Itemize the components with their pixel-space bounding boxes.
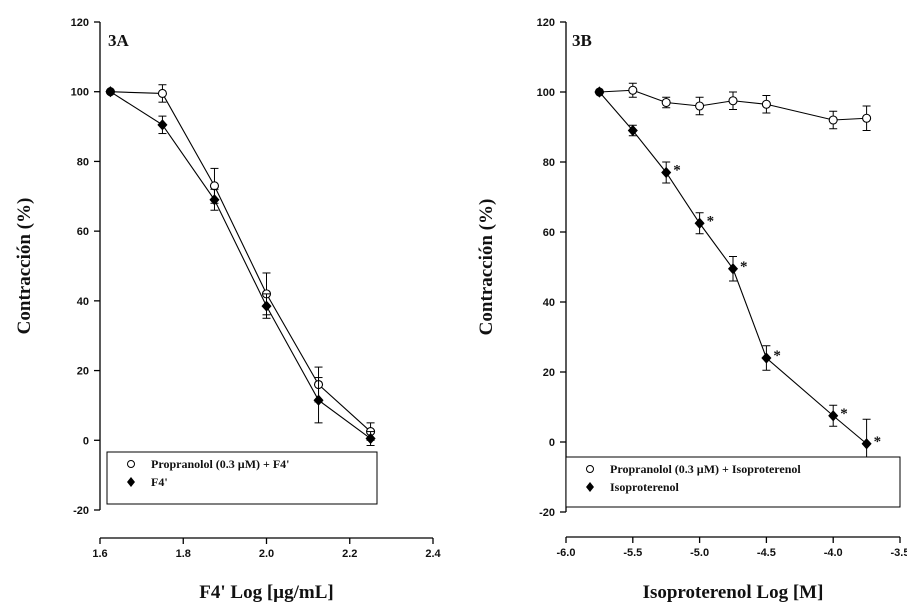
chart-panel-3b: -20 0 20 40 60 80 100 120 -6.0 -5.5 -5.0 -4.5 -4.0 -3… xyxy=(476,17,907,603)
data-point xyxy=(594,86,605,98)
significance-star: * xyxy=(707,213,715,229)
open-circle-series xyxy=(105,84,376,441)
x-tick-label: 1.8 xyxy=(176,548,191,560)
data-point xyxy=(728,96,738,106)
y-tick-label: 120 xyxy=(71,17,89,29)
legend-marker xyxy=(127,477,135,487)
y-axis-title: Contracción (%) xyxy=(476,199,497,336)
significance-star: * xyxy=(673,163,681,179)
significance-star: * xyxy=(773,348,781,364)
chart-panel-3a: -20 0 20 40 60 80 100 120 1.6 1.8 2.0 2.2 2.4 F4' Log… xyxy=(14,17,442,603)
x-axis-title: F4' Log [µg/mL] xyxy=(199,582,333,603)
series-line xyxy=(599,89,867,121)
significance-star: * xyxy=(740,259,748,275)
data-point xyxy=(105,86,116,98)
data-point xyxy=(727,263,739,275)
data-point xyxy=(761,99,771,109)
data-point xyxy=(209,194,220,206)
data-point xyxy=(761,352,772,364)
significance-star: * xyxy=(874,434,882,450)
y-axis-title: Contracción (%) xyxy=(14,198,35,335)
x-tick-label: 1.6 xyxy=(92,548,107,560)
legend-label: Propranolol (0.3 µM) + F4' xyxy=(151,457,290,471)
y-tick-label: 100 xyxy=(71,87,89,99)
legend-label: Propranolol (0.3 µM) + Isoproterenol xyxy=(610,462,801,476)
y-tick-label: 0 xyxy=(83,435,89,447)
y-tick-label: 0 xyxy=(549,437,555,449)
data-point xyxy=(661,166,672,179)
legend-marker xyxy=(127,460,135,468)
data-point xyxy=(695,101,705,111)
data-point xyxy=(627,124,638,137)
y-tick-label: 20 xyxy=(543,367,555,379)
y-tick-label: -20 xyxy=(539,507,555,519)
legend-box xyxy=(106,451,378,505)
series-line xyxy=(598,91,867,445)
data-point xyxy=(828,115,838,125)
open-circle-series xyxy=(594,82,872,131)
data-point xyxy=(261,300,272,312)
series-line xyxy=(110,91,371,439)
x-tick-label: -5.0 xyxy=(690,547,709,559)
data-point xyxy=(157,119,168,131)
x-tick-label: 2.4 xyxy=(425,548,441,560)
y-tick-label: 40 xyxy=(543,297,555,309)
data-point xyxy=(628,85,638,95)
data-point xyxy=(861,438,872,450)
y-tick-label: 60 xyxy=(77,226,89,238)
data-point xyxy=(313,394,324,406)
panel-label: 3B xyxy=(572,31,592,50)
x-tick-label: 2.2 xyxy=(342,548,357,560)
y-tick-label: 100 xyxy=(537,87,555,99)
y-tick-label: -20 xyxy=(73,505,89,517)
data-point xyxy=(828,410,839,422)
legend-label: Isoproterenol xyxy=(610,480,680,494)
legend: Propranolol (0.3 µM) + F4' F4' xyxy=(106,451,378,505)
data-point xyxy=(661,97,671,108)
x-axis-title: Isoproterenol Log [M] xyxy=(643,582,824,603)
data-point xyxy=(694,217,705,229)
legend-box xyxy=(565,456,901,508)
data-point xyxy=(209,181,220,191)
data-point xyxy=(365,432,376,445)
y-tick-label: 20 xyxy=(77,366,89,378)
x-tick-label: -6.0 xyxy=(557,547,576,559)
legend-marker xyxy=(586,482,594,492)
y-tick-label: 80 xyxy=(543,157,555,169)
panel-label: 3A xyxy=(108,31,130,50)
legend: Propranolol (0.3 µM) + Isoproterenol Isop… xyxy=(565,456,901,508)
y-tick-label: 60 xyxy=(543,227,555,239)
x-tick-label: -5.5 xyxy=(623,547,642,559)
filled-diamond-series xyxy=(594,86,872,469)
x-tick-label: 2.0 xyxy=(259,548,274,560)
legend-label: F4' xyxy=(151,475,168,489)
x-tick-label: -4.5 xyxy=(757,547,776,559)
x-tick-label: -4.0 xyxy=(824,547,843,559)
filled-diamond-series xyxy=(105,86,376,447)
data-point xyxy=(157,88,167,99)
legend-marker xyxy=(586,465,594,473)
y-tick-label: 40 xyxy=(77,296,89,308)
significance-star: * xyxy=(840,406,848,422)
data-point xyxy=(862,113,872,123)
x-tick-label: -3.5 xyxy=(891,547,907,559)
y-tick-label: 80 xyxy=(77,156,89,168)
y-tick-label: 120 xyxy=(537,17,555,29)
series-line xyxy=(110,91,371,432)
